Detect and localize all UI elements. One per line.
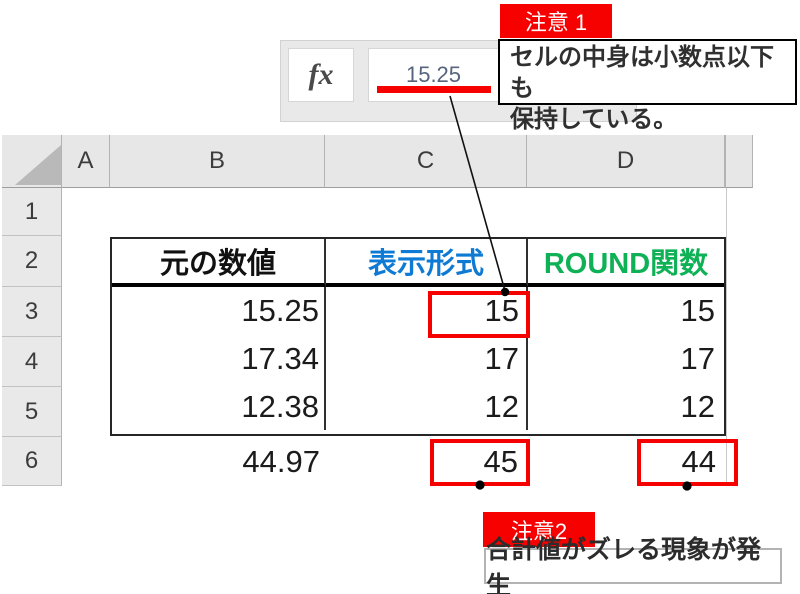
note2-textbox: 合計値がズレる現象が発生 [484,536,782,594]
cell-d5[interactable]: 12 [680,388,715,424]
cell-b5[interactable]: 12.38 [112,383,326,430]
row-header-3[interactable]: 3 [2,287,62,337]
select-all-triangle-icon [15,145,61,185]
note1-line1: セルの中身は小数点以下も [510,44,774,102]
cell-c4[interactable]: 17 [326,335,528,383]
note2-badge: 注意2 [483,512,595,547]
cell-c6-total[interactable]: 45 [483,443,518,479]
column-header-d[interactable]: D [527,135,725,188]
row-header-6[interactable]: 6 [2,437,62,486]
cell-b4[interactable]: 17.34 [112,335,326,383]
row-header-1[interactable]: 1 [2,188,62,236]
column-header-b[interactable]: B [110,135,325,188]
highlight-box-d6 [637,439,738,486]
cell-b3[interactable]: 15.25 [112,287,326,335]
data-table: 元の数値 表示形式 ROUND関数 15.25 15 15 17.34 17 1… [110,237,726,436]
formula-input[interactable]: 15.25 [368,48,499,102]
red-underline-annotation [377,86,491,93]
row-header-4[interactable]: 4 [2,337,62,387]
select-all-corner[interactable] [2,135,62,188]
column-header-a[interactable]: A [62,135,110,188]
row-header-2[interactable]: 2 [2,236,62,287]
cell-b6-total[interactable]: 44.97 [242,443,320,479]
note1-badge: 注意 1 [500,4,612,38]
highlight-box-c6 [430,439,530,486]
cell-c2[interactable]: 表示形式 [326,239,528,287]
cell-d2[interactable]: ROUND関数 [528,239,724,287]
cell-d4[interactable]: 17 [680,341,715,376]
row-header-5[interactable]: 5 [2,387,62,437]
column-header-e-stub[interactable] [725,135,753,188]
note1-textbox: セルの中身は小数点以下も 保持している。 [498,39,797,133]
cell-b2[interactable]: 元の数値 [112,239,326,287]
column-header-c[interactable]: C [325,135,527,188]
highlight-box-c3 [428,291,530,338]
fx-icon[interactable]: fx [288,48,354,102]
note1-line2: 保持している。 [510,106,678,133]
gridline-d-e [726,188,727,486]
cell-c5[interactable]: 12 [326,383,528,430]
cell-d3[interactable]: 15 [680,293,715,328]
cell-d6-total[interactable]: 44 [681,443,716,479]
